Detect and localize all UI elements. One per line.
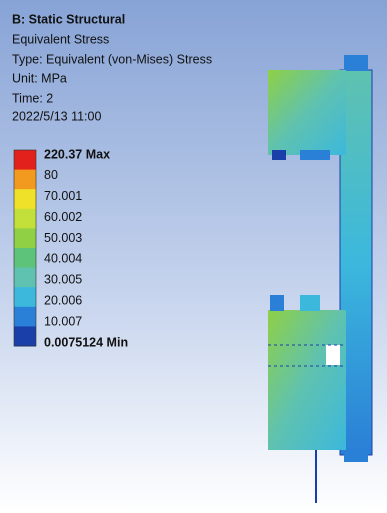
legend-band [14, 307, 36, 327]
legend-band [14, 170, 36, 190]
legend-band [14, 287, 36, 307]
legend-label: 70.001 [44, 189, 82, 203]
type: Type: Equivalent (von-Mises) Stress [12, 52, 212, 66]
title: B: Static Structural [12, 12, 125, 26]
bolt-top [344, 55, 368, 71]
nub [300, 295, 320, 311]
legend-label: 80 [44, 168, 58, 182]
scene: B: Static Structural Equivalent Stress T… [0, 0, 387, 513]
gap [326, 345, 340, 365]
legend-band [14, 228, 36, 248]
upper-block [268, 70, 346, 155]
legend-label: 60.002 [44, 210, 82, 224]
legend-label: 20.006 [44, 294, 82, 308]
legend-band [14, 268, 36, 288]
result: Equivalent Stress [12, 32, 109, 46]
nub [272, 150, 286, 160]
lower-block [268, 310, 346, 450]
date: 2022/5/13 11:00 [12, 109, 101, 123]
model [268, 55, 372, 503]
time: Time: 2 [12, 91, 53, 105]
legend-band [14, 209, 36, 229]
legend-label: 50.003 [44, 231, 82, 245]
legend-band [14, 189, 36, 209]
legend-label: 0.0075124 Min [44, 335, 128, 349]
legend-label: 220.37 Max [44, 147, 110, 161]
bolt-bottom [344, 452, 368, 462]
legend-band [14, 248, 36, 268]
legend-label: 10.007 [44, 314, 82, 328]
legend: 220.37 Max 80 70.001 60.002 50.003 40.004 30.0… [14, 147, 128, 349]
nub [300, 150, 330, 160]
legend-label: 40.004 [44, 252, 82, 266]
unit: Unit: MPa [12, 71, 67, 85]
legend-band [14, 150, 36, 170]
viewport: B: Static Structural Equivalent Stress T… [0, 0, 387, 513]
legend-label: 30.005 [44, 273, 82, 287]
legend-band [14, 326, 36, 346]
nub [270, 295, 284, 311]
